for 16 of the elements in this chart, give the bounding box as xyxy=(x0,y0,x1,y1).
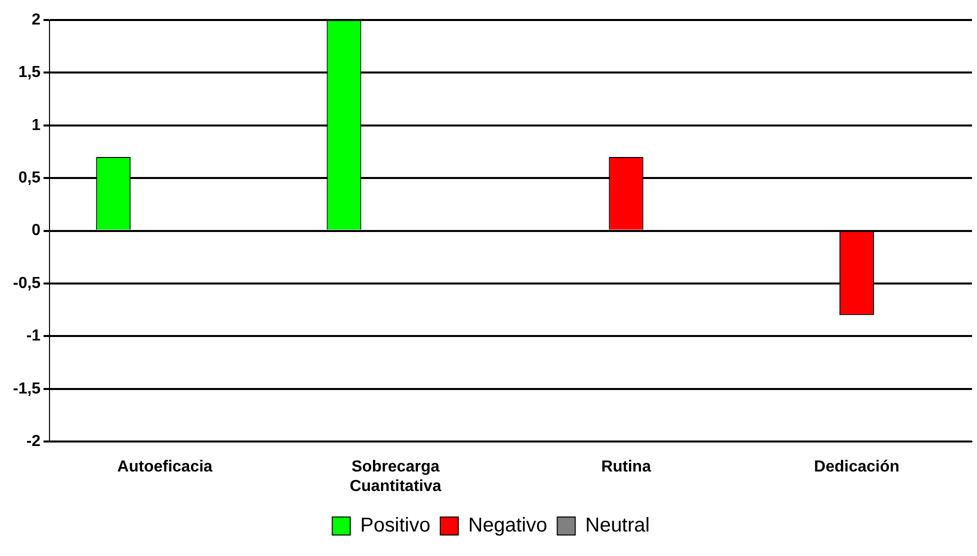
x-tick-label: Dedicación xyxy=(814,458,900,476)
legend-label: Positivo xyxy=(360,514,430,537)
x-tick-label: Autoeficacia xyxy=(117,458,213,476)
y-tick-label: -1 xyxy=(26,328,41,345)
y-tick-label: -2 xyxy=(26,433,41,450)
y-tick-label: 0,5 xyxy=(18,170,41,187)
y-tick-label: 1 xyxy=(32,116,41,134)
y-tick-label: -0,5 xyxy=(12,274,41,292)
y-tick-label: 2 xyxy=(32,11,41,28)
legend-label: Neutral xyxy=(585,514,650,537)
x-tick-label: Sobrecarga Cuantitativa xyxy=(350,458,442,495)
legend-label: Negativo xyxy=(468,514,548,537)
y-tick-label: -1,5 xyxy=(12,380,41,398)
x-tick-label: Rutina xyxy=(601,458,652,476)
y-tick-label: 1,5 xyxy=(18,64,41,82)
y-tick-label: 0 xyxy=(32,222,41,240)
